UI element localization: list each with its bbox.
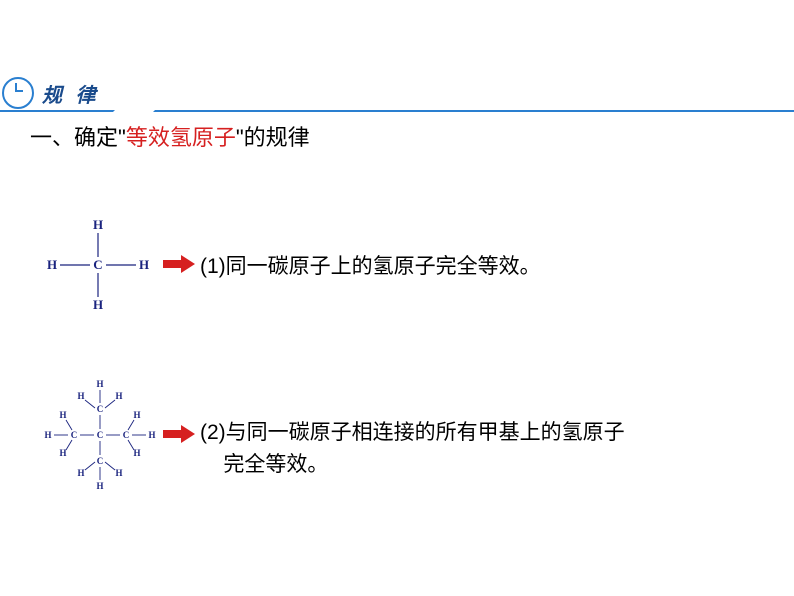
rule-1-text: (1)同一碳原子上的氢原子完全等效。: [200, 250, 541, 280]
page-title: 一、确定"等效氢原子"的规律: [30, 120, 310, 152]
bond: [105, 400, 115, 408]
bond: [85, 462, 95, 470]
atom-h: H: [93, 217, 103, 232]
clock-icon: [0, 75, 36, 111]
title-highlight: 等效氢原子: [126, 125, 236, 150]
atom-h: H: [96, 379, 103, 389]
atom-h: H: [133, 410, 140, 420]
atom-h: H: [47, 257, 57, 272]
badge-label: 规 律: [42, 79, 100, 108]
atom-h: H: [59, 448, 66, 458]
methane-structure: C H H H H: [38, 215, 158, 315]
title-suffix: "的规律: [236, 125, 310, 150]
atom-h: H: [133, 448, 140, 458]
atom-h: H: [139, 257, 149, 272]
atom-c: C: [97, 456, 104, 466]
atom-h: H: [148, 430, 155, 440]
badge-underline: [0, 110, 794, 112]
bond: [66, 420, 72, 430]
bond: [105, 462, 115, 470]
atom-h: H: [93, 297, 103, 312]
section-badge: 规 律: [0, 75, 100, 111]
atom-h: H: [115, 468, 122, 478]
bond: [66, 440, 72, 450]
atom-c: C: [97, 430, 104, 440]
atom-c: C: [123, 430, 130, 440]
atom-c: C: [93, 257, 102, 272]
rule-2-text: (2)与同一碳原子相连接的所有甲基上的氢原子 完全等效。: [200, 417, 625, 480]
arrow-icon: [163, 255, 195, 273]
bond: [85, 400, 95, 408]
title-prefix: 一、确定": [30, 125, 126, 150]
atom-h: H: [77, 391, 84, 401]
atom-h: H: [96, 481, 103, 491]
rule-2-line1: (2)与同一碳原子相连接的所有甲基上的氢原子: [200, 421, 625, 444]
rule-2-line2: 完全等效。: [223, 453, 328, 476]
bond: [128, 420, 134, 430]
arrow-icon: [163, 425, 195, 443]
atom-c: C: [97, 404, 104, 414]
neopentane-structure: C C H H H C H H H C H H H C H H H: [30, 370, 170, 500]
atom-c: C: [71, 430, 78, 440]
atom-h: H: [59, 410, 66, 420]
atom-h: H: [77, 468, 84, 478]
atom-h: H: [115, 391, 122, 401]
atom-h: H: [44, 430, 51, 440]
